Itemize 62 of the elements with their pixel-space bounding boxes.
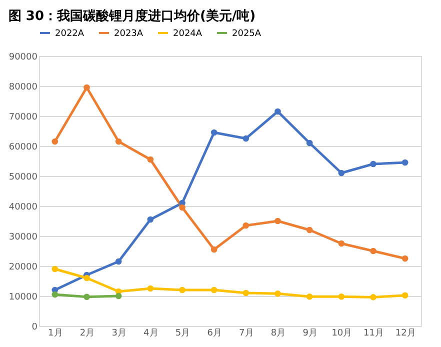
x-tick-label: 3月 [112,328,126,338]
x-tick-label: 8月 [270,328,286,338]
x-tick-label: 10月 [332,328,352,338]
legend-label: 2025A [232,29,262,39]
point [338,170,345,176]
y-tick-label: 70000 [8,112,38,122]
point [274,290,281,297]
x-tick-label: 5月 [175,328,190,338]
point [52,291,58,298]
x-tick-label: 4月 [144,328,158,338]
point [115,292,122,300]
y-tick-label: 10000 [8,292,38,302]
point [179,204,186,211]
point [402,159,408,166]
x-tick-label: 7月 [239,328,254,338]
point [210,129,218,136]
legend-label: 2024A [173,29,203,39]
point [52,266,58,272]
y-tick-label: 60000 [8,142,38,152]
chart-title: 图 30：我国碳酸锂月度进口均价(美元/吨) [8,8,256,24]
point [210,246,218,253]
point [274,218,281,224]
x-tick-label: 6月 [207,328,222,338]
point [370,160,376,168]
point [84,84,90,91]
y-tick-label: 20000 [8,262,38,272]
y-tick-label: 0 [32,322,38,332]
point [242,135,250,142]
point [274,108,281,115]
point [115,138,122,145]
point [338,240,345,247]
point [306,293,313,300]
x-tick-label: 12月 [395,328,416,338]
y-tick-label: 90000 [8,52,38,62]
point [402,292,408,299]
point [370,294,376,300]
point [115,258,122,265]
point [147,216,154,223]
y-tick-label: 30000 [8,232,38,242]
point [179,286,186,294]
legend-label: 2022A [55,29,85,39]
point [147,156,154,163]
point [306,140,313,146]
point [210,286,218,294]
point [370,248,376,254]
y-tick-label: 80000 [8,82,38,92]
point [84,274,90,282]
x-tick-label: 11月 [364,328,384,338]
point [242,290,250,296]
point [306,226,313,234]
point [147,285,154,292]
point [402,255,408,262]
x-tick-label: 9月 [302,328,318,338]
x-tick-label: 2月 [80,328,95,338]
point [84,294,90,300]
point [242,222,250,229]
y-tick-label: 40000 [8,202,38,212]
y-tick-label: 50000 [8,172,38,182]
point [52,138,58,145]
legend-label: 2023A [114,29,144,39]
x-tick-label: 1月 [48,328,63,338]
point [338,293,345,300]
